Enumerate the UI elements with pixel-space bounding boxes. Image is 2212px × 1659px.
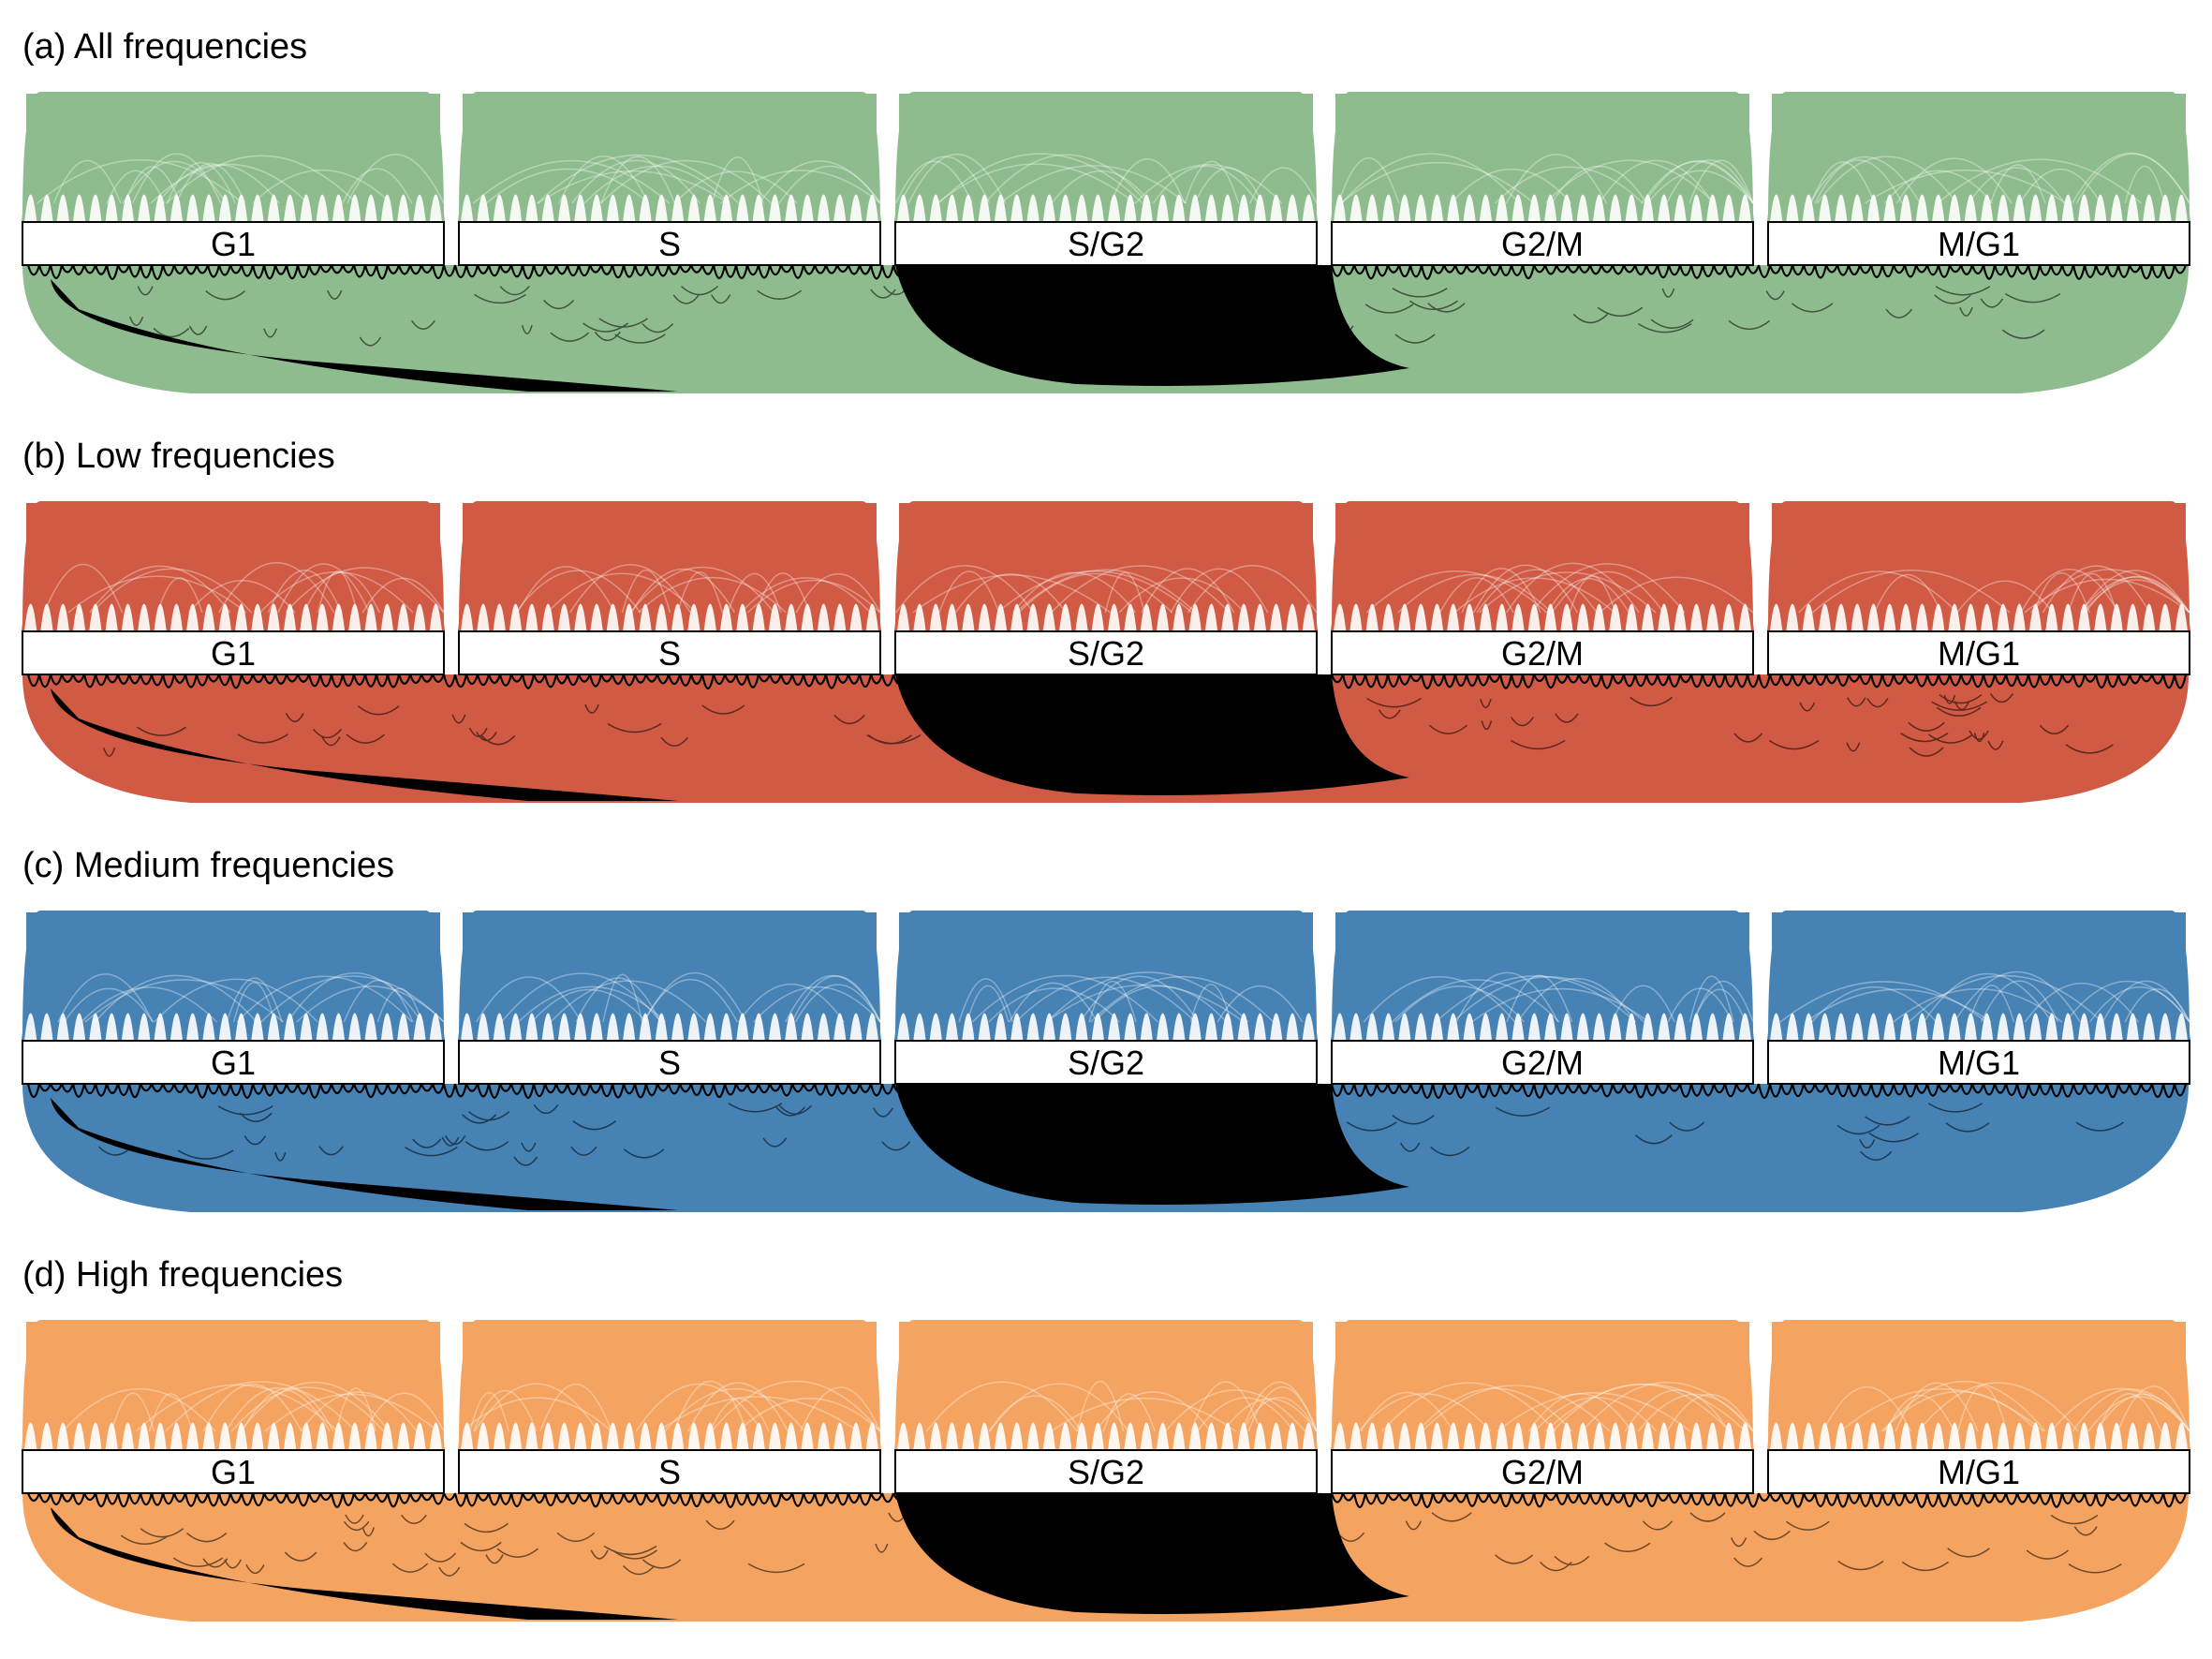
phase-box-s: S xyxy=(458,1449,881,1494)
phase-box-s: S xyxy=(458,630,881,675)
lower-arcs xyxy=(22,264,2189,393)
upper-arcs xyxy=(22,1319,2190,1451)
lower-arcs xyxy=(22,674,2189,803)
phase-label: M/G1 xyxy=(1938,634,2020,673)
phase-label: S xyxy=(658,1044,681,1082)
phase-label: M/G1 xyxy=(1938,225,2020,263)
phase-box-g1: G1 xyxy=(22,221,445,266)
arc-panel-c: G1 S S/G2 G2/M M/G1 xyxy=(22,910,2190,1212)
panel-title-d: (d) High frequencies xyxy=(22,1255,344,1295)
phase-box-g2-m: G2/M xyxy=(1331,221,1754,266)
phase-label: S/G2 xyxy=(1068,1453,1144,1491)
phase-label: S/G2 xyxy=(1068,225,1144,263)
phase-label: G2/M xyxy=(1501,1453,1584,1491)
arc-panel-b: G1 S S/G2 G2/M M/G1 xyxy=(22,500,2190,803)
lower-arcs xyxy=(22,1083,2189,1212)
phase-box-s-g2: S/G2 xyxy=(894,1449,1318,1494)
phase-box-s-g2: S/G2 xyxy=(894,1040,1318,1085)
phase-box-m-g1: M/G1 xyxy=(1767,1449,2190,1494)
phase-box-s-g2: S/G2 xyxy=(894,630,1318,675)
phase-label: G2/M xyxy=(1501,634,1584,673)
phase-label: G1 xyxy=(211,225,256,263)
phase-label: S/G2 xyxy=(1068,1044,1144,1082)
panel-title-b: (b) Low frequencies xyxy=(22,437,335,476)
phase-box-g2-m: G2/M xyxy=(1331,1449,1754,1494)
phase-label: G1 xyxy=(211,634,256,673)
phase-box-s-g2: S/G2 xyxy=(894,221,1318,266)
upper-arcs xyxy=(22,500,2190,632)
phase-label: G1 xyxy=(211,1453,256,1491)
phase-box-g1: G1 xyxy=(22,630,445,675)
phase-box-g2-m: G2/M xyxy=(1331,1040,1754,1085)
phase-box-m-g1: M/G1 xyxy=(1767,630,2190,675)
phase-label: S xyxy=(658,634,681,673)
phase-label: M/G1 xyxy=(1938,1044,2020,1082)
phase-label: G2/M xyxy=(1501,225,1584,263)
phase-box-g2-m: G2/M xyxy=(1331,630,1754,675)
phase-box-s: S xyxy=(458,221,881,266)
phase-label: M/G1 xyxy=(1938,1453,2020,1491)
upper-arcs xyxy=(22,91,2190,223)
panel-title-a: (a) All frequencies xyxy=(22,27,308,67)
lower-arcs xyxy=(22,1492,2189,1622)
phase-box-s: S xyxy=(458,1040,881,1085)
phase-box-m-g1: M/G1 xyxy=(1767,1040,2190,1085)
arc-panel-d: G1 S S/G2 G2/M M/G1 xyxy=(22,1319,2190,1622)
phase-label: G2/M xyxy=(1501,1044,1584,1082)
phase-box-m-g1: M/G1 xyxy=(1767,221,2190,266)
phase-label: S xyxy=(658,225,681,263)
arc-panel-a: G1 S S/G2 G2/M M/G1 xyxy=(22,91,2190,393)
phase-box-g1: G1 xyxy=(22,1449,445,1494)
upper-arcs xyxy=(22,910,2190,1042)
panel-title-c: (c) Medium frequencies xyxy=(22,846,395,885)
phase-label: G1 xyxy=(211,1044,256,1082)
phase-label: S/G2 xyxy=(1068,634,1144,673)
phase-label: S xyxy=(658,1453,681,1491)
phase-box-g1: G1 xyxy=(22,1040,445,1085)
